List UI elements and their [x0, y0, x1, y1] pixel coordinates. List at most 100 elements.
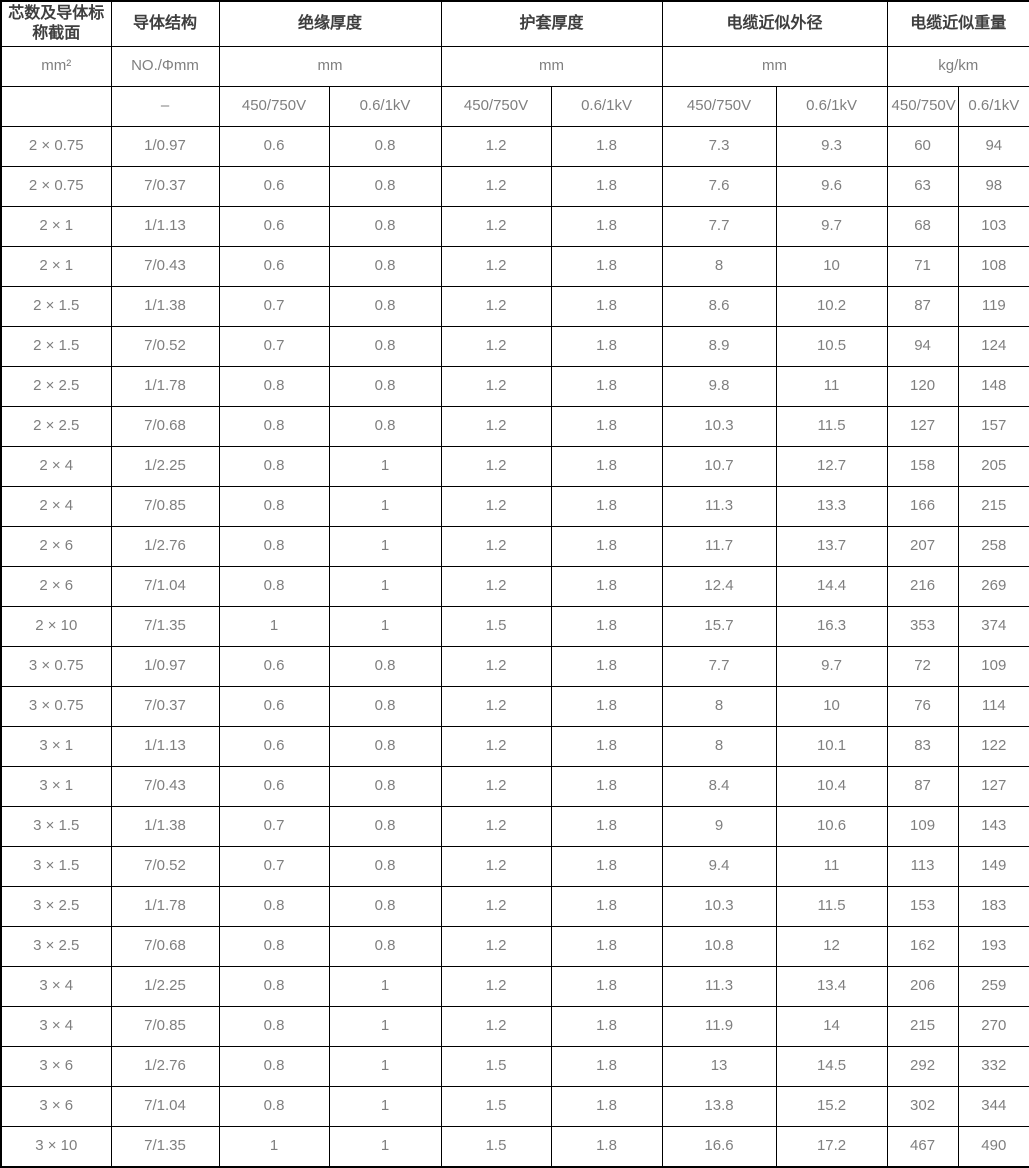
table-cell: 0.8 [218, 526, 330, 567]
table-cell: 206 [886, 966, 959, 1007]
table-cell: 12.4 [661, 566, 777, 607]
table-cell: 216 [886, 566, 959, 607]
table-cell: 13 [661, 1046, 777, 1087]
table-cell: 7/0.85 [110, 486, 220, 527]
table-cell: 11.3 [661, 486, 777, 527]
table-cell: 1.2 [440, 806, 552, 847]
table-cell: 302 [886, 1086, 959, 1127]
table-cell: 0.8 [328, 166, 442, 207]
table-cell: 0.7 [218, 286, 330, 327]
column-header-cores-section: 芯数及导体标称截面 [0, 0, 112, 47]
table-cell: 2 × 1 [0, 206, 112, 247]
table-cell: 0.8 [328, 766, 442, 807]
table-cell: 0.8 [328, 886, 442, 927]
table-cell: 1.8 [550, 566, 663, 607]
table-cell: 1.8 [550, 1046, 663, 1087]
table-cell: 7.3 [661, 126, 777, 167]
table-cell: 14.4 [775, 566, 888, 607]
table-cell: 8.6 [661, 286, 777, 327]
table-cell: 1.2 [440, 446, 552, 487]
table-cell: 148 [957, 366, 1029, 407]
table-cell: 7.6 [661, 166, 777, 207]
table-cell: 1.8 [550, 646, 663, 687]
table-row: 2 × 1 7/0.43 0.6 0.8 1.2 1.8 8 10 71 108 [0, 246, 1029, 287]
table-cell: 68 [886, 206, 959, 247]
table-cell: 109 [886, 806, 959, 847]
table-cell: 0.8 [218, 406, 330, 447]
table-cell: 1/1.13 [110, 726, 220, 767]
unit-header-diameter-mm: mm [661, 46, 888, 87]
table-row: 2 × 0.75 7/0.37 0.6 0.8 1.2 1.8 7.6 9.6 63 98 [0, 166, 1029, 207]
table-cell: 153 [886, 886, 959, 927]
table-cell: 1.2 [440, 686, 552, 727]
table-cell: 122 [957, 726, 1029, 767]
table-cell: 7/1.04 [110, 1086, 220, 1127]
table-cell: 1.8 [550, 1086, 663, 1127]
table-cell: 124 [957, 326, 1029, 367]
table-cell: 11 [775, 846, 888, 887]
table-header: 芯数及导体标称截面 导体结构 绝缘厚度 护套厚度 电缆近似外径 电缆近似重量 m… [0, 0, 1029, 127]
table-cell: 1.2 [440, 566, 552, 607]
table-cell: 1.8 [550, 326, 663, 367]
table-cell: 0.8 [218, 366, 330, 407]
table-cell: 1.2 [440, 726, 552, 767]
table-cell: 15.2 [775, 1086, 888, 1127]
table-cell: 76 [886, 686, 959, 727]
table-cell: 0.8 [328, 286, 442, 327]
table-cell: 87 [886, 286, 959, 327]
table-cell: 0.8 [218, 566, 330, 607]
table-cell: 1 [328, 526, 442, 567]
table-cell: 1.8 [550, 166, 663, 207]
table-cell: 1.8 [550, 206, 663, 247]
table-cell: 1.2 [440, 646, 552, 687]
table-cell: 9.3 [775, 126, 888, 167]
table-row: 3 × 1.5 7/0.52 0.7 0.8 1.2 1.8 9.4 11 113 149 [0, 846, 1029, 887]
table-cell: 3 × 1 [0, 726, 112, 767]
table-cell: 0.8 [328, 846, 442, 887]
table-cell: 1.8 [550, 966, 663, 1007]
table-cell: 1.2 [440, 366, 552, 407]
table-cell: 103 [957, 206, 1029, 247]
table-cell: 1 [328, 1006, 442, 1047]
table-cell: 149 [957, 846, 1029, 887]
table-row: 3 × 4 1/2.25 0.8 1 1.2 1.8 11.3 13.4 206 259 [0, 966, 1029, 1007]
table-cell: 0.8 [328, 206, 442, 247]
voltage-header-diameter-450-750v: 450/750V [661, 86, 777, 127]
table-cell: 11 [775, 366, 888, 407]
table-cell: 2 × 2.5 [0, 406, 112, 447]
table-cell: 8 [661, 726, 777, 767]
table-row: 3 × 6 1/2.76 0.8 1 1.5 1.8 13 14.5 292 332 [0, 1046, 1029, 1087]
table-cell: 7/0.37 [110, 166, 220, 207]
table-cell: 10.7 [661, 446, 777, 487]
table-row: 2 × 4 7/0.85 0.8 1 1.2 1.8 11.3 13.3 166 215 [0, 486, 1029, 527]
table-cell: 119 [957, 286, 1029, 327]
table-cell: 1/1.38 [110, 806, 220, 847]
table-cell: 2 × 1.5 [0, 286, 112, 327]
table-cell: 0.6 [218, 686, 330, 727]
table-cell: 10.3 [661, 406, 777, 447]
table-cell: 1/0.97 [110, 646, 220, 687]
table-cell: 2 × 1.5 [0, 326, 112, 367]
table-cell: 3 × 2.5 [0, 926, 112, 967]
table-cell: 1 [328, 1086, 442, 1127]
table-cell: 10.1 [775, 726, 888, 767]
unit-header-kg-km: kg/km [886, 46, 1029, 87]
table-body: 2 × 0.75 1/0.97 0.6 0.8 1.2 1.8 7.3 9.3 60 94 2 × … [0, 126, 1029, 1168]
table-cell: 0.8 [218, 1006, 330, 1047]
voltage-header-weight-0-6-1kv: 0.6/1kV [957, 86, 1029, 127]
table-cell: 1.8 [550, 486, 663, 527]
table-cell: 12 [775, 926, 888, 967]
table-cell: 0.8 [328, 726, 442, 767]
table-cell: 1 [328, 486, 442, 527]
table-cell: 14.5 [775, 1046, 888, 1087]
table-cell: 1.2 [440, 1006, 552, 1047]
voltage-header-diameter-0-6-1kv: 0.6/1kV [775, 86, 888, 127]
table-cell: 3 × 0.75 [0, 646, 112, 687]
table-cell: 7/0.85 [110, 1006, 220, 1047]
table-cell: 8 [661, 686, 777, 727]
table-row: 2 × 1 1/1.13 0.6 0.8 1.2 1.8 7.7 9.7 68 103 [0, 206, 1029, 247]
table-cell: 2 × 0.75 [0, 126, 112, 167]
voltage-header-empty [0, 86, 112, 127]
table-cell: 1/0.97 [110, 126, 220, 167]
